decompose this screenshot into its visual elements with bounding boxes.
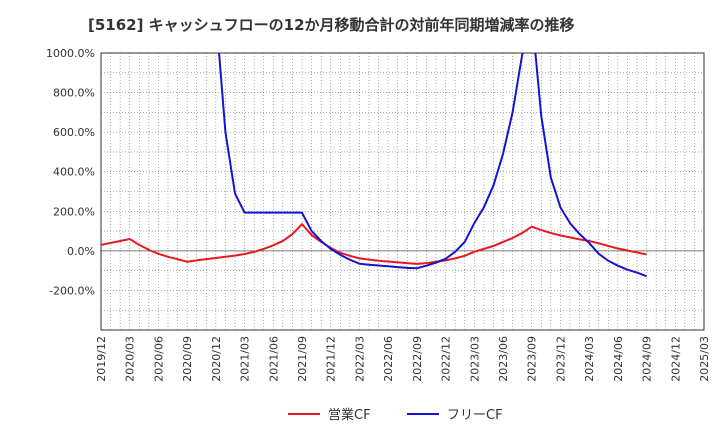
y-tick-label: 1000.0%	[46, 47, 95, 60]
series-line-1	[101, 223, 647, 265]
plot-frame	[100, 52, 705, 331]
x-tick-label: 2021/09	[296, 336, 309, 382]
x-tick-label: 2021/03	[239, 336, 252, 382]
y-tick-label: 200.0%	[53, 205, 95, 218]
x-tick-label: 2022/03	[353, 336, 366, 382]
x-tick-label: 2021/06	[267, 336, 280, 382]
x-tick-label: 2023/12	[554, 336, 567, 382]
x-tick-label: 2022/09	[411, 336, 424, 382]
y-tick-label: 0.0%	[67, 245, 95, 258]
x-tick-label: 2019/12	[95, 336, 108, 382]
series-line-2	[218, 53, 647, 278]
x-tick-label: 2024/12	[669, 336, 682, 382]
x-tick-label: 2023/06	[497, 336, 510, 382]
x-tick-label: 2020/12	[210, 336, 223, 382]
x-tick-label: 2021/12	[325, 336, 338, 382]
legend-label-2: フリーCF	[447, 408, 503, 423]
grid-layer	[101, 53, 704, 330]
y-tick-label: 600.0%	[53, 126, 95, 139]
y-tick-layer: 1000.0% 800.0% 600.0% 400.0% 200.0% 0.0% -200.…	[46, 47, 95, 297]
x-tick-label: 2023/09	[526, 336, 539, 382]
x-tick-label: 2022/06	[382, 336, 395, 382]
y-tick-label: 800.0%	[53, 87, 95, 100]
legend: 営業CF フリーCF	[288, 407, 503, 423]
y-tick-label: -200.0%	[49, 284, 95, 297]
series-layer	[101, 53, 647, 278]
legend-label-1: 営業CF	[328, 407, 371, 423]
x-tick-label: 2023/03	[468, 336, 481, 382]
x-tick-label: 2020/06	[152, 336, 165, 382]
x-tick-label: 2024/09	[641, 336, 654, 382]
x-tick-label: 2024/03	[583, 336, 596, 382]
x-tick-label: 2020/03	[124, 336, 137, 382]
y-tick-label: 400.0%	[53, 166, 95, 179]
x-tick-label: 2020/09	[181, 336, 194, 382]
x-tick-label: 2025/03	[698, 336, 711, 382]
chart-title: [5162] キャッシュフローの12か月移動合計の対前年同期増減率の推移	[88, 16, 575, 34]
x-tick-label: 2022/12	[440, 336, 453, 382]
x-tick-layer: 2019/12 2020/03 2020/06 2020/09 2020/12 2021/…	[95, 336, 711, 382]
x-tick-label: 2024/06	[612, 336, 625, 382]
